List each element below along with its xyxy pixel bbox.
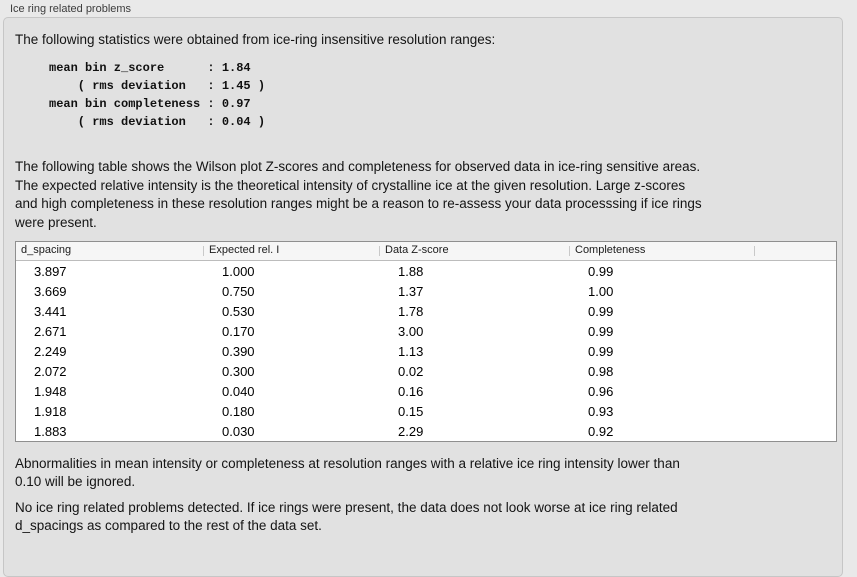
table-cell: 3.441 xyxy=(34,303,67,319)
table-body: 3.897 1.000 1.88 0.99 3.669 0.750 1.37 1.00 3.44… xyxy=(16,261,836,441)
stat-line: ( rms deviation : 0.04 ) xyxy=(49,115,266,129)
table-cell: 1.00 xyxy=(588,283,614,299)
table-cell: 0.99 xyxy=(588,263,614,279)
column-header-data-z-score[interactable]: Data Z-score xyxy=(380,242,570,260)
table-cell: 0.530 xyxy=(222,303,255,319)
table-cell: 0.750 xyxy=(222,283,255,299)
table-cell: 2.671 xyxy=(34,323,67,339)
description-line: The following table shows the Wilson plo… xyxy=(15,159,701,174)
table-cell: 3.00 xyxy=(398,323,424,339)
table-cell: 1.918 xyxy=(34,403,67,419)
intro-text: The following statistics were obtained f… xyxy=(15,32,496,47)
table-cell: 0.02 xyxy=(398,363,424,379)
table-cell: 0.99 xyxy=(588,343,614,359)
table-cell: 0.99 xyxy=(588,323,614,339)
table-header-row: d_spacing Expected rel. I Data Z-score Comp… xyxy=(16,242,836,261)
conclusion-line: No ice ring related problems detected. I… xyxy=(15,500,678,515)
table-row[interactable]: 3.441 0.530 1.78 0.99 xyxy=(16,301,836,321)
table-cell: 1.13 xyxy=(398,343,424,359)
table-cell: 1.78 xyxy=(398,303,424,319)
table-cell: 2.072 xyxy=(34,363,67,379)
table-row[interactable]: 1.883 0.030 2.29 0.92 xyxy=(16,421,836,441)
table-row[interactable]: 1.948 0.040 0.16 0.96 xyxy=(16,381,836,401)
table-cell: 1.88 xyxy=(398,263,424,279)
stat-line: ( rms deviation : 1.45 ) xyxy=(49,79,266,93)
groupbox-title: Ice ring related problems xyxy=(10,3,132,15)
table-cell: 0.96 xyxy=(588,383,614,399)
table-row[interactable]: 1.918 0.180 0.15 0.93 xyxy=(16,401,836,421)
table-cell: 1.948 xyxy=(34,383,67,399)
table-cell: 2.249 xyxy=(34,343,67,359)
table-cell: 0.180 xyxy=(222,403,255,419)
table-cell: 1.883 xyxy=(34,423,67,439)
column-header-d-spacing[interactable]: d_spacing xyxy=(16,242,204,260)
stat-line: mean bin completeness : 0.97 xyxy=(49,97,251,111)
footnote-line: Abnormalities in mean intensity or compl… xyxy=(15,456,680,471)
table-row[interactable]: 2.671 0.170 3.00 0.99 xyxy=(16,321,836,341)
description-line: were present. xyxy=(15,214,97,230)
table-cell: 2.29 xyxy=(398,423,424,439)
table-cell: 0.93 xyxy=(588,403,614,419)
table-cell: 0.99 xyxy=(588,303,614,319)
stats-block: mean bin z_score : 1.84 ( rms deviation … xyxy=(49,59,842,131)
ice-ring-table: d_spacing Expected rel. I Data Z-score Comp… xyxy=(15,241,837,442)
description-line: and high completeness in these resolutio… xyxy=(15,196,702,211)
table-cell: 1.000 xyxy=(222,263,255,279)
table-cell: 0.98 xyxy=(588,363,614,379)
table-cell: 0.170 xyxy=(222,323,255,339)
table-cell: 0.15 xyxy=(398,403,424,419)
description-line: The expected relative intensity is the t… xyxy=(15,177,686,193)
column-header-blank[interactable] xyxy=(755,242,836,260)
column-header-completeness[interactable]: Completeness xyxy=(570,242,755,260)
table-row[interactable]: 2.249 0.390 1.13 0.99 xyxy=(16,341,836,361)
table-cell: 1.37 xyxy=(398,283,424,299)
table-cell: 0.300 xyxy=(222,363,255,379)
conclusion-line: d_spacings as compared to the rest of th… xyxy=(15,518,322,533)
stat-line: mean bin z_score : 1.84 xyxy=(49,61,251,75)
footnote-line: 0.10 will be ignored. xyxy=(15,474,136,489)
conclusion-text: No ice ring related problems detected. I… xyxy=(15,499,842,535)
footnote-text: Abnormalities in mean intensity or compl… xyxy=(15,455,842,491)
table-row[interactable]: 2.072 0.300 0.02 0.98 xyxy=(16,361,836,381)
table-cell: 0.040 xyxy=(222,383,255,399)
table-cell: 0.16 xyxy=(398,383,424,399)
table-cell: 0.92 xyxy=(588,423,614,439)
ice-ring-panel: The following statistics were obtained f… xyxy=(3,17,843,577)
table-cell: 3.669 xyxy=(34,283,67,299)
table-row[interactable]: 3.669 0.750 1.37 1.00 xyxy=(16,281,836,301)
column-header-expected-rel-i[interactable]: Expected rel. I xyxy=(204,242,380,260)
table-row[interactable]: 3.897 1.000 1.88 0.99 xyxy=(16,261,836,281)
description-text: The following table shows the Wilson plo… xyxy=(15,158,842,232)
table-cell: 0.390 xyxy=(222,343,255,359)
table-cell: 3.897 xyxy=(34,263,67,279)
table-cell: 0.030 xyxy=(222,423,255,439)
